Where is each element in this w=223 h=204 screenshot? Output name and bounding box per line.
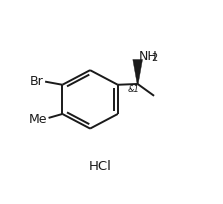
Text: Br: Br [30,75,44,88]
Text: Me: Me [29,113,47,126]
Text: &1: &1 [128,84,140,93]
Text: HCl: HCl [89,159,112,172]
Polygon shape [133,60,142,85]
Text: NH: NH [139,50,158,63]
Text: 2: 2 [151,53,157,63]
